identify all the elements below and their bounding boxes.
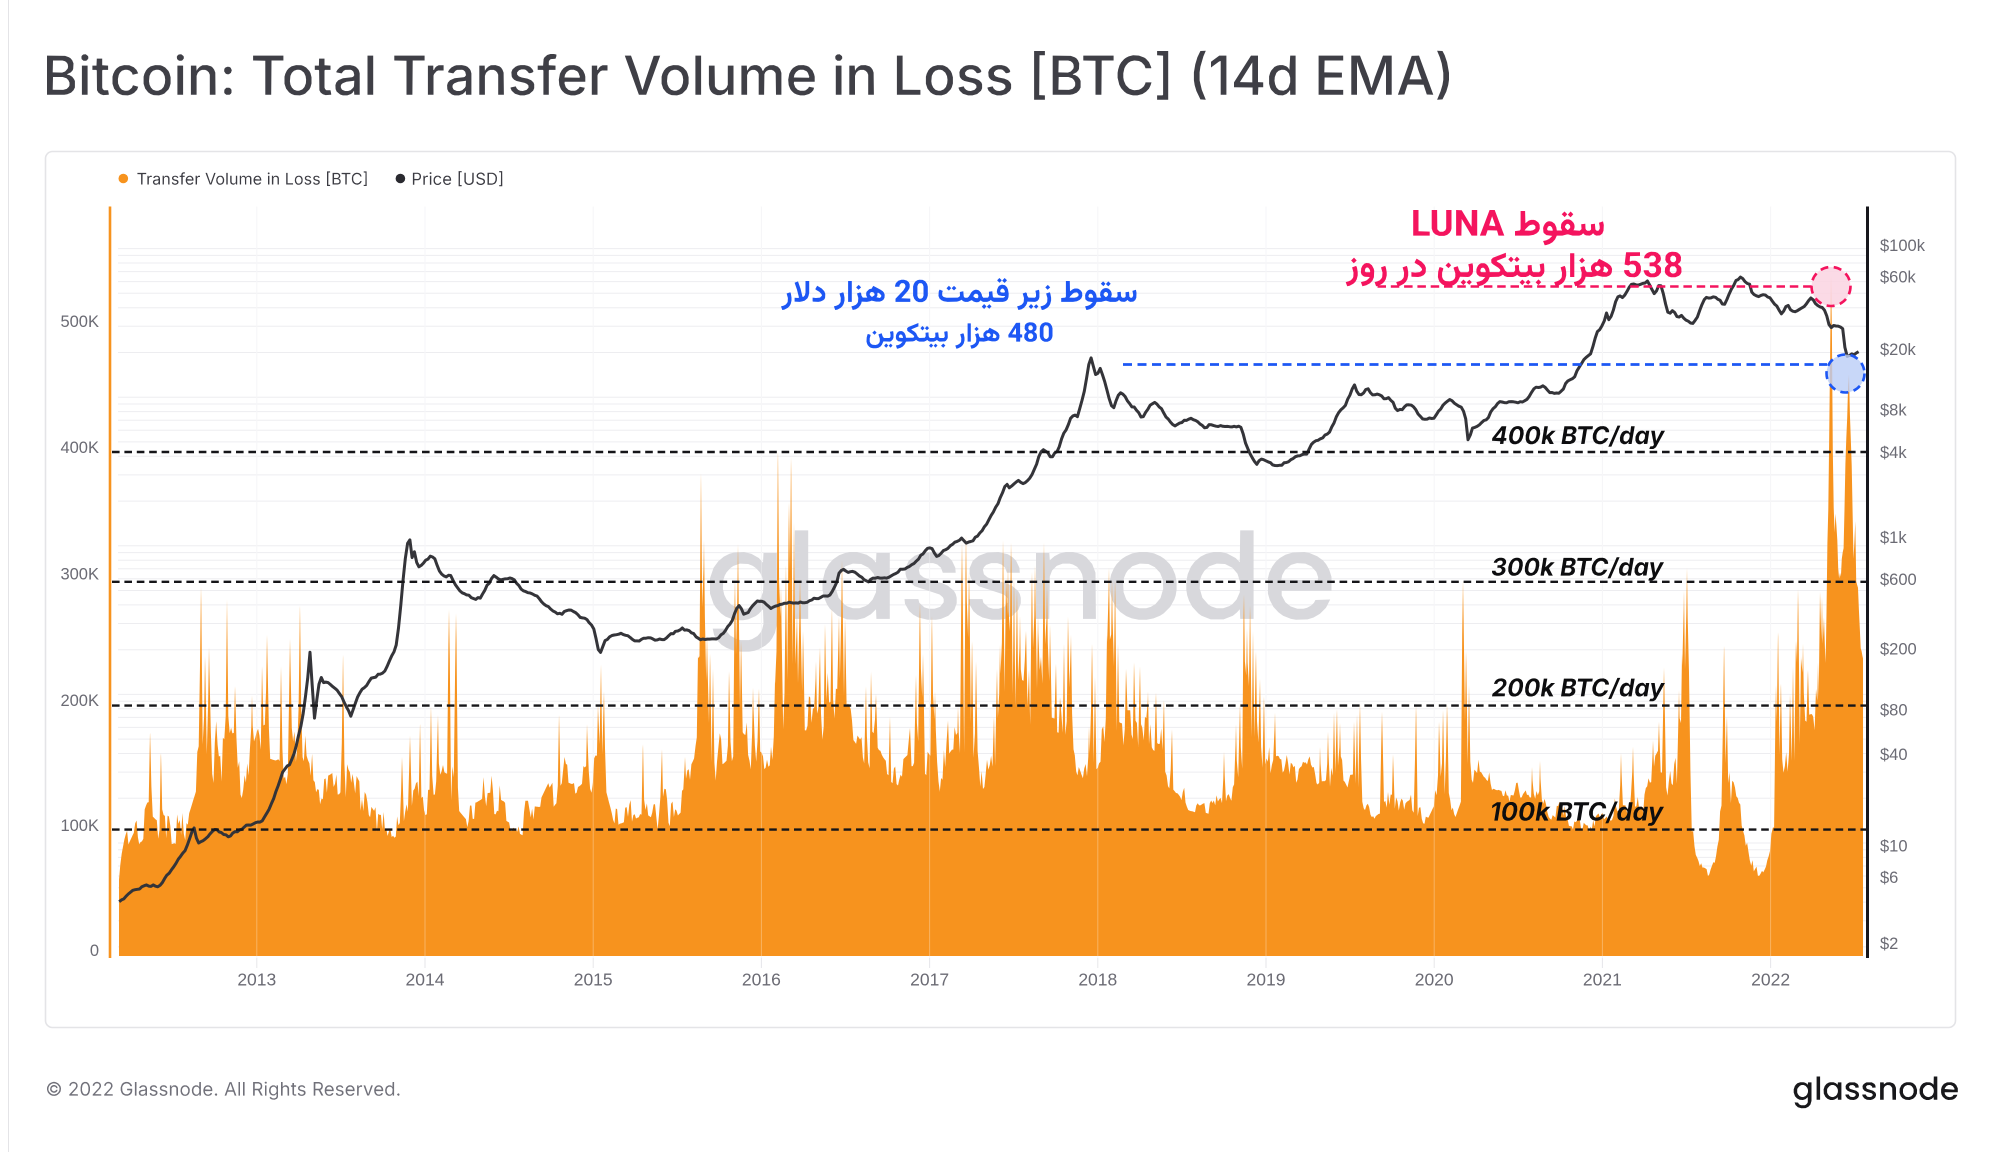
svg-text:$4k: $4k bbox=[1880, 444, 1907, 462]
svg-text:2021: 2021 bbox=[1583, 970, 1622, 990]
svg-text:300K: 300K bbox=[60, 566, 99, 584]
svg-text:$20k: $20k bbox=[1880, 341, 1917, 359]
svg-text:0: 0 bbox=[90, 942, 99, 960]
svg-text:$10: $10 bbox=[1880, 837, 1908, 855]
svg-text:500K: 500K bbox=[60, 313, 99, 331]
svg-text:$200: $200 bbox=[1880, 641, 1917, 659]
svg-text:2017: 2017 bbox=[910, 970, 949, 990]
svg-text:2013: 2013 bbox=[237, 970, 276, 990]
svg-text:$40: $40 bbox=[1880, 746, 1908, 764]
svg-text:$600: $600 bbox=[1880, 571, 1917, 589]
svg-text:2018: 2018 bbox=[1078, 970, 1117, 990]
svg-text:2015: 2015 bbox=[574, 970, 613, 990]
svg-text:100K: 100K bbox=[60, 817, 99, 835]
svg-text:2020: 2020 bbox=[1415, 970, 1454, 990]
svg-text:2022: 2022 bbox=[1751, 970, 1790, 990]
svg-text:200K: 200K bbox=[60, 692, 99, 710]
svg-text:$80: $80 bbox=[1880, 702, 1908, 720]
svg-text:400K: 400K bbox=[60, 439, 99, 457]
svg-text:2016: 2016 bbox=[742, 970, 781, 990]
svg-text:$6: $6 bbox=[1880, 869, 1898, 887]
svg-text:2019: 2019 bbox=[1247, 970, 1286, 990]
svg-text:2014: 2014 bbox=[406, 970, 445, 990]
svg-text:$100k: $100k bbox=[1880, 237, 1926, 255]
svg-text:$60k: $60k bbox=[1880, 269, 1917, 287]
svg-text:$1k: $1k bbox=[1880, 529, 1907, 547]
svg-text:$8k: $8k bbox=[1880, 401, 1907, 419]
svg-text:$2: $2 bbox=[1880, 935, 1898, 953]
